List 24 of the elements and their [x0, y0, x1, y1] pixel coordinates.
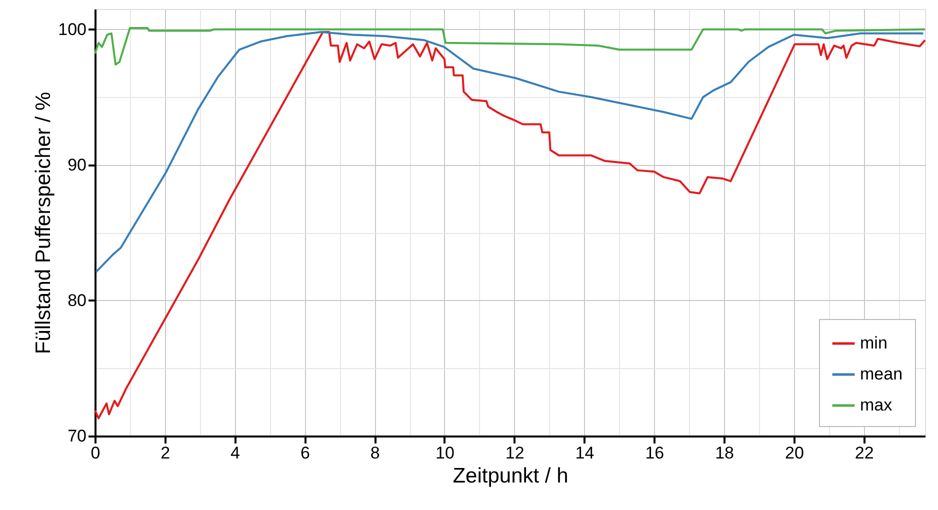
- y-tick-label: 100: [58, 20, 86, 39]
- x-tick-label: 4: [230, 444, 240, 462]
- x-tick-label: 16: [645, 444, 664, 462]
- y-tick-label: 90: [68, 155, 86, 174]
- y-tick-label: 80: [68, 290, 86, 310]
- legend-label: min: [860, 334, 888, 352]
- line-series: [95, 31, 924, 273]
- x-tick-label: 6: [300, 444, 310, 462]
- y-tick-label: 70: [68, 426, 86, 446]
- x-tick-label: 20: [784, 444, 804, 462]
- y-axis-title: Füllstand Pufferspeicher / %: [32, 92, 56, 354]
- line-series: [94, 26, 926, 66]
- x-tick-label: 10: [436, 444, 454, 462]
- x-axis-title: Zeitpunkt / h: [452, 464, 568, 488]
- x-tick-label: 8: [370, 444, 380, 462]
- legend-label: max: [860, 396, 893, 414]
- x-tick-label: 18: [715, 444, 734, 462]
- x-tick-label: 14: [575, 444, 594, 462]
- line-series: [94, 31, 926, 420]
- x-tick-label: 0: [90, 444, 100, 462]
- x-tick-label: 2: [160, 444, 170, 462]
- x-tick-label: 22: [854, 444, 874, 462]
- legend-label: mean: [860, 364, 903, 384]
- x-tick-label: 12: [505, 444, 524, 462]
